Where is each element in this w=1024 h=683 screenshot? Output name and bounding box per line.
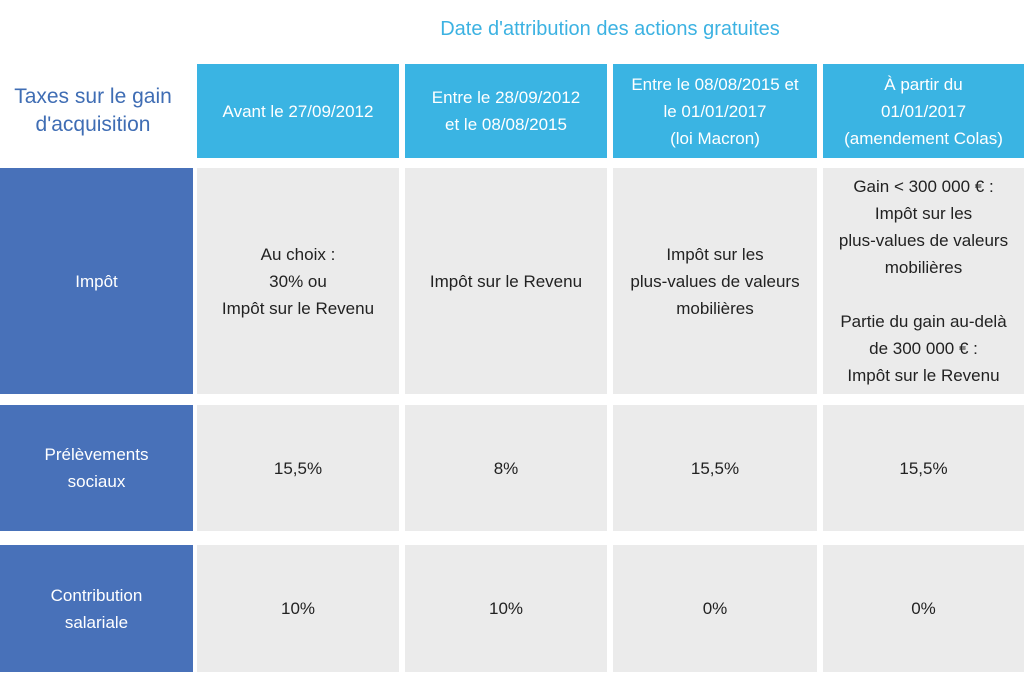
table-cell: 0% — [613, 545, 817, 672]
corner-label: Taxes sur le gain d'acquisition — [14, 85, 172, 136]
row-label-contribution-salariale: Contribution salariale — [0, 545, 193, 672]
table-cell: 15,5% — [197, 405, 399, 531]
row-label-prelevements-sociaux: Prélèvements sociaux — [0, 405, 193, 531]
table-cell: Gain < 300 000 € : Impôt sur les plus-va… — [823, 168, 1024, 394]
table-cell: 15,5% — [613, 405, 817, 531]
row-label-impot: Impôt — [0, 168, 193, 394]
table-cell: Impôt sur le Revenu — [405, 168, 607, 394]
column-header-2: Entre le 28/09/2012 et le 08/08/2015 — [405, 64, 607, 158]
table-cell: 8% — [405, 405, 607, 531]
column-header-4: À partir du 01/01/2017 (amendement Colas… — [823, 64, 1024, 158]
table-cell: 15,5% — [823, 405, 1024, 531]
table-cell: 0% — [823, 545, 1024, 672]
column-header-3: Entre le 08/08/2015 et le 01/01/2017 (lo… — [613, 64, 817, 158]
column-header-1: Avant le 27/09/2012 — [197, 64, 399, 158]
table-cell: 10% — [405, 545, 607, 672]
table-cell: 10% — [197, 545, 399, 672]
table-cell: Impôt sur les plus-values de valeurs mob… — [613, 168, 817, 394]
table-title: Date d'attribution des actions gratuites — [440, 18, 780, 40]
table-cell: Au choix : 30% ou Impôt sur le Revenu — [197, 168, 399, 394]
